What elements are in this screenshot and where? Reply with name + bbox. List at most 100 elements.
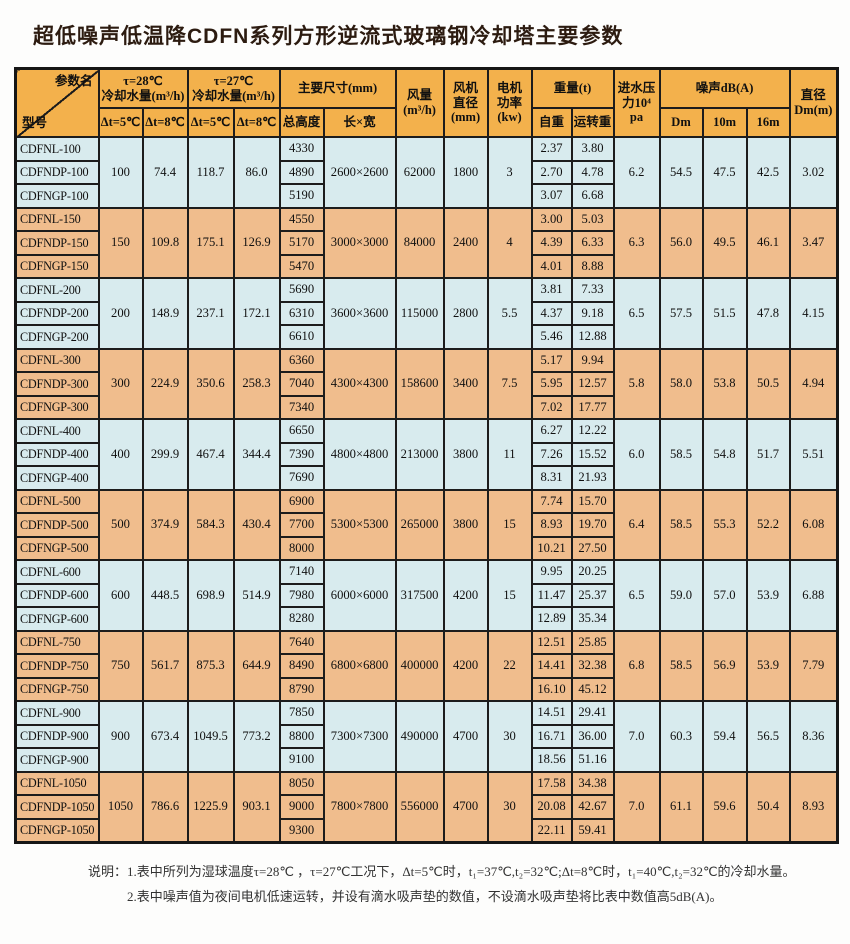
model-cell: CDFNL-500 xyxy=(14,488,100,514)
self-weight-cell: 4.37 xyxy=(530,300,573,326)
cooling-tower-parameters-table: 参数名 型号 τ=28℃ 冷却水量(m³/h) τ=27℃ 冷却水量(m³/h)… xyxy=(14,67,840,844)
airflow-cell: 115000 xyxy=(394,277,445,350)
model-cell: CDFNL-600 xyxy=(14,559,100,585)
airflow-cell: 62000 xyxy=(394,136,445,209)
header-diameter: 直径 Dm(m) xyxy=(788,67,839,138)
water-t27-dt5-cell: 467.4 xyxy=(186,418,235,491)
motor-power-cell: 30 xyxy=(486,770,533,844)
model-cell: CDFNGP-400 xyxy=(14,465,100,491)
motor-power-cell: 30 xyxy=(486,700,533,773)
noise-dm-cell: 56.0 xyxy=(658,206,704,279)
header-tau28: τ=28℃ 冷却水量(m³/h) xyxy=(97,67,189,109)
model-cell: CDFNL-300 xyxy=(14,347,100,373)
running-weight-cell: 36.00 xyxy=(570,723,615,749)
model-cell: CDFNDP-400 xyxy=(14,441,100,467)
fan-diameter-cell: 2400 xyxy=(442,206,489,279)
table-row: CDFNL-750 750 561.7 875.3 644.9 7640 6800×6800… xyxy=(14,629,839,702)
total-height-cell: 6650 xyxy=(278,418,325,444)
total-height-cell: 7690 xyxy=(278,465,325,491)
water-t28-dt5-cell: 200 xyxy=(97,277,144,350)
table-row: CDFNDP-900 8800 16.71 36.00 xyxy=(14,723,838,749)
header-total-height: 总高度 xyxy=(278,107,325,138)
header-dt8-tau28: Δt=8℃ xyxy=(141,107,189,138)
water-t27-dt5-cell: 584.3 xyxy=(186,488,235,561)
table-row: CDFNGP-750 8790 16.10 45.12 xyxy=(14,676,838,702)
header-main-size: 主要尺寸(mm) xyxy=(278,67,397,109)
length-width-cell: 4300×4300 xyxy=(322,347,397,420)
total-height-cell: 7850 xyxy=(278,700,325,726)
self-weight-cell: 2.37 xyxy=(530,136,573,162)
total-height-cell: 9000 xyxy=(278,794,325,820)
diameter-cell: 8.93 xyxy=(788,770,839,844)
inlet-pressure-cell: 6.3 xyxy=(612,206,661,279)
noise-16m-cell: 52.2 xyxy=(745,488,791,561)
water-t27-dt5-cell: 698.9 xyxy=(186,559,235,632)
total-height-cell: 7340 xyxy=(278,394,325,420)
noise-10m-cell: 56.9 xyxy=(701,629,748,702)
length-width-cell: 7300×7300 xyxy=(322,700,397,773)
corner-label-model: 型号 xyxy=(22,116,48,131)
table-row: CDFNGP-600 8280 12.89 35.34 xyxy=(14,606,838,632)
self-weight-cell: 5.17 xyxy=(530,347,573,373)
length-width-cell: 3000×3000 xyxy=(322,206,397,279)
motor-power-cell: 3 xyxy=(486,136,533,209)
noise-10m-cell: 54.8 xyxy=(701,418,748,491)
noise-16m-cell: 53.9 xyxy=(745,559,791,632)
total-height-cell: 9300 xyxy=(278,817,325,844)
model-cell: CDFNL-400 xyxy=(14,418,100,444)
airflow-cell: 317500 xyxy=(394,559,445,632)
water-t27-dt5-cell: 350.6 xyxy=(186,347,235,420)
running-weight-cell: 25.85 xyxy=(570,629,615,655)
total-height-cell: 7390 xyxy=(278,441,325,467)
water-t27-dt8-cell: 344.4 xyxy=(232,418,281,491)
corner-label-parameter: 参数名 xyxy=(54,74,93,88)
inlet-pressure-cell: 6.2 xyxy=(612,136,661,209)
total-height-cell: 5190 xyxy=(278,183,325,209)
noise-10m-cell: 59.6 xyxy=(701,770,748,844)
water-t28-dt8-cell: 299.9 xyxy=(141,418,189,491)
noise-16m-cell: 46.1 xyxy=(745,206,791,279)
model-cell: CDFNGP-750 xyxy=(14,676,100,702)
airflow-cell: 84000 xyxy=(394,206,445,279)
noise-16m-cell: 50.5 xyxy=(745,347,791,420)
table-row: CDFNL-300 300 224.9 350.6 258.3 6360 4300×4300… xyxy=(14,347,839,420)
table-row: CDFNDP-300 7040 5.95 12.57 xyxy=(14,371,838,397)
water-t28-dt8-cell: 673.4 xyxy=(141,700,189,773)
noise-dm-cell: 60.3 xyxy=(658,700,704,773)
airflow-cell: 265000 xyxy=(394,488,445,561)
running-weight-cell: 8.88 xyxy=(570,253,615,279)
inlet-pressure-cell: 7.0 xyxy=(612,770,661,844)
airflow-cell: 158600 xyxy=(394,347,445,420)
model-cell: CDFNGP-1050 xyxy=(14,817,100,844)
total-height-cell: 8280 xyxy=(278,606,325,632)
water-t27-dt8-cell: 86.0 xyxy=(232,136,281,209)
running-weight-cell: 3.80 xyxy=(570,136,615,162)
total-height-cell: 8000 xyxy=(278,535,325,561)
noise-16m-cell: 47.8 xyxy=(745,277,791,350)
total-height-cell: 7140 xyxy=(278,559,325,585)
self-weight-cell: 7.74 xyxy=(530,488,573,514)
header-running-weight: 运转重 xyxy=(570,107,615,138)
note-line-2: 2.表中噪声值为夜间电机低速运转，并设有滴水吸声垫的数值，不设滴水吸声垫将比表中… xyxy=(127,889,723,905)
header-noise-10m: 10m xyxy=(701,107,748,138)
inlet-pressure-cell: 6.8 xyxy=(612,629,661,702)
inlet-pressure-cell: 6.5 xyxy=(612,277,661,350)
airflow-cell: 490000 xyxy=(394,700,445,773)
table-row: CDFNL-600 600 448.5 698.9 514.9 7140 6000×6000… xyxy=(14,559,839,632)
fan-diameter-cell: 4700 xyxy=(442,700,489,773)
inlet-pressure-cell: 6.4 xyxy=(612,488,661,561)
header-dt5-tau27: Δt=5℃ xyxy=(186,107,235,138)
running-weight-cell: 9.94 xyxy=(570,347,615,373)
airflow-cell: 213000 xyxy=(394,418,445,491)
noise-10m-cell: 59.4 xyxy=(701,700,748,773)
table-row: CDFNL-150 150 109.8 175.1 126.9 4550 3000×3000… xyxy=(14,206,839,279)
water-t28-dt8-cell: 786.6 xyxy=(141,770,189,844)
table-row: CDFNGP-500 8000 10.21 27.50 xyxy=(14,535,838,561)
motor-power-cell: 11 xyxy=(486,418,533,491)
noise-16m-cell: 53.9 xyxy=(745,629,791,702)
self-weight-cell: 10.21 xyxy=(530,535,573,561)
noise-dm-cell: 58.5 xyxy=(658,488,704,561)
running-weight-cell: 6.33 xyxy=(570,230,615,256)
length-width-cell: 7800×7800 xyxy=(322,770,397,844)
total-height-cell: 7040 xyxy=(278,371,325,397)
